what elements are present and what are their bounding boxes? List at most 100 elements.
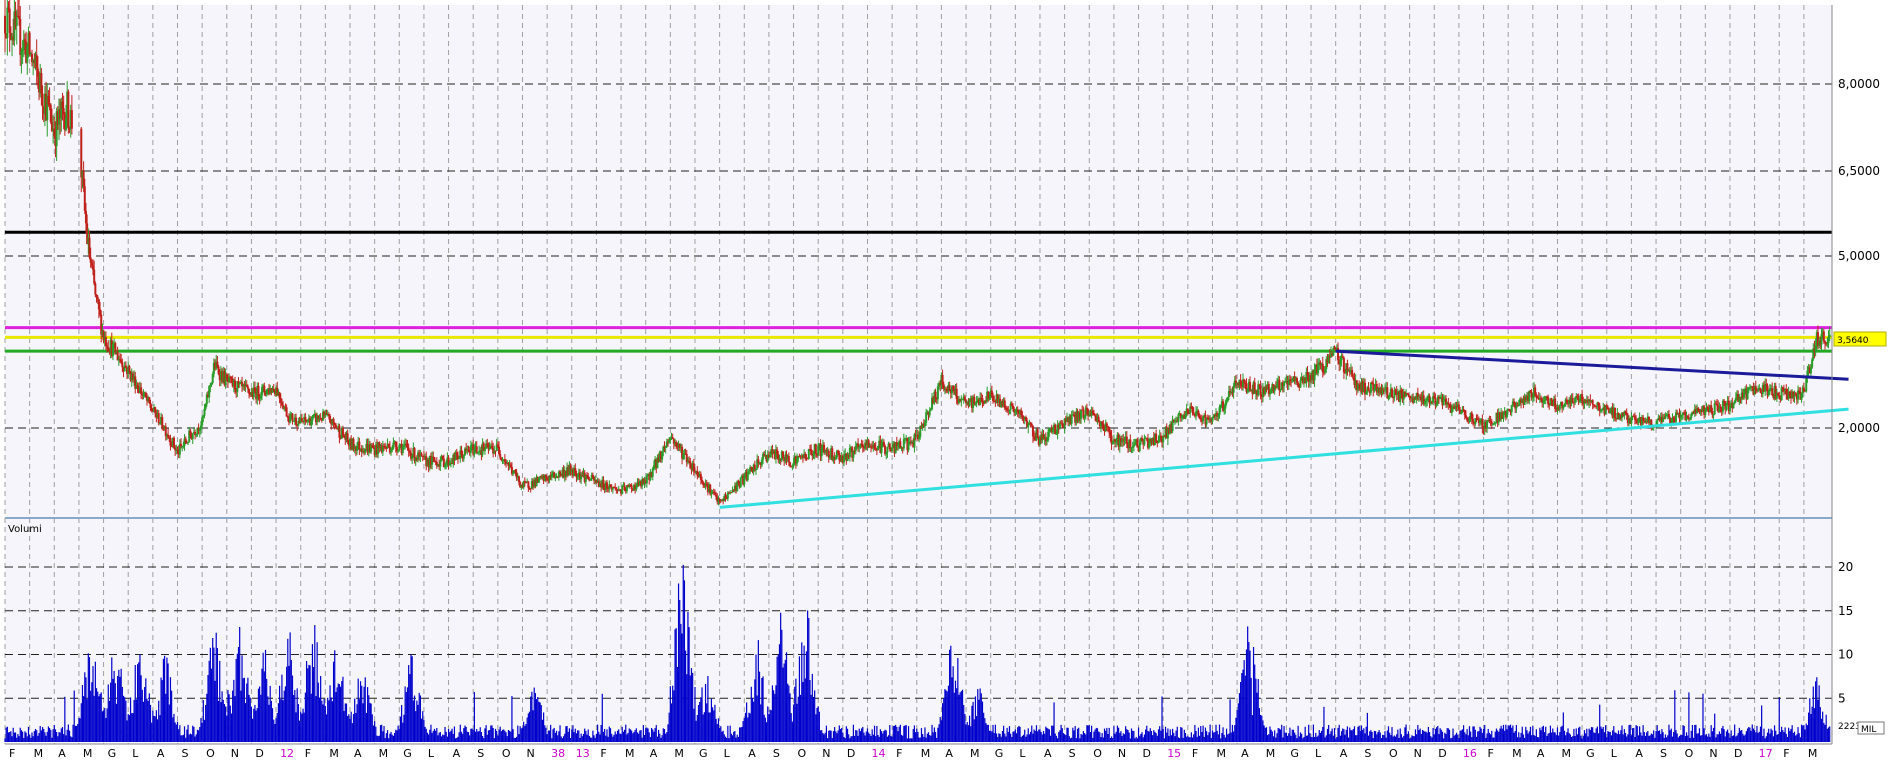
candle-body	[113, 343, 116, 345]
candle-body	[827, 450, 830, 458]
candle-body	[1751, 386, 1754, 388]
candle-body	[1595, 406, 1598, 408]
candle-body	[985, 400, 988, 402]
candle-body	[690, 468, 693, 470]
candle-body	[1773, 386, 1776, 398]
month-tick-label: M	[1512, 747, 1522, 760]
volume-tick-label: 5	[1838, 691, 1846, 705]
candle-body	[65, 117, 68, 131]
candle-body	[1745, 388, 1748, 400]
candle-body	[1102, 423, 1105, 430]
candle-body	[171, 437, 174, 446]
candle-body	[581, 475, 584, 477]
candle-body	[657, 457, 660, 462]
candle-body	[1225, 401, 1228, 404]
candle-body	[1677, 412, 1680, 414]
candle-body	[1664, 416, 1667, 419]
candle-body	[1099, 421, 1102, 427]
candle-body	[1314, 364, 1317, 370]
candle-body	[1132, 444, 1135, 447]
candle-body	[691, 463, 694, 470]
candle-body	[716, 496, 719, 502]
candle-body	[645, 475, 648, 484]
candle-body	[1623, 411, 1626, 416]
candle-body	[414, 457, 417, 461]
candle-body	[981, 398, 984, 404]
candle-body	[534, 480, 537, 487]
candle-body	[1291, 379, 1294, 382]
candle-body	[397, 449, 400, 452]
candle-body	[1508, 408, 1511, 411]
candle-body	[665, 441, 668, 447]
candle-body	[568, 465, 571, 476]
candle-body	[1777, 392, 1780, 395]
candle-body	[1144, 438, 1147, 440]
candle-body	[448, 462, 451, 466]
candle-body	[597, 481, 600, 487]
candle-body	[199, 425, 202, 429]
candle-body	[1376, 388, 1379, 393]
candle-body	[757, 459, 760, 463]
candle-body	[313, 414, 316, 416]
candle-body	[1315, 364, 1318, 374]
candle-body	[493, 450, 496, 454]
candle-body	[587, 475, 590, 480]
candle-body	[1429, 401, 1432, 404]
candle-body	[912, 441, 915, 448]
candle-body	[735, 485, 738, 491]
candle-body	[1082, 409, 1085, 418]
candle-body	[379, 445, 382, 448]
candle-body	[47, 95, 50, 105]
candle-body	[287, 417, 290, 423]
candle-body	[1536, 397, 1539, 399]
candle-body	[1038, 436, 1041, 445]
candle-body	[1386, 387, 1389, 399]
candle-body	[367, 444, 370, 453]
candle-body	[1155, 433, 1158, 443]
candle-body	[1084, 407, 1087, 417]
candle-body	[1286, 380, 1289, 385]
candle-body	[140, 387, 143, 394]
price-tick-label: 6,5000	[1838, 164, 1880, 178]
candle-body	[290, 413, 293, 416]
candle-body	[737, 481, 740, 483]
candle-body	[233, 380, 236, 390]
candle-body	[1740, 392, 1743, 400]
month-tick-label: A	[1044, 747, 1052, 760]
candle-body	[620, 490, 623, 494]
candle-body	[528, 487, 531, 489]
last-price-badge	[1833, 331, 1887, 347]
candle-body	[1766, 385, 1769, 396]
candle-body	[949, 390, 952, 394]
candle-body	[1405, 393, 1408, 397]
candle-body	[478, 451, 481, 453]
candle-body	[1517, 404, 1520, 406]
candle-body	[1180, 415, 1183, 419]
candle-body	[1497, 412, 1500, 423]
candle-body	[184, 438, 187, 443]
candle-body	[1389, 388, 1392, 395]
candle-body	[1264, 386, 1267, 394]
candle-body	[1162, 436, 1165, 443]
candle-body	[1510, 405, 1513, 413]
candle-body	[1800, 392, 1803, 400]
candle-body	[1787, 391, 1790, 399]
month-tick-label: G	[995, 747, 1004, 760]
candle-body	[1261, 387, 1264, 398]
candle-body	[1237, 382, 1240, 386]
candle-body	[1388, 394, 1391, 397]
candle-body	[1251, 389, 1254, 394]
candle-body	[1533, 387, 1536, 398]
candle-body	[243, 384, 246, 387]
candle-body	[331, 418, 334, 425]
candle-body	[804, 453, 807, 459]
candle-body	[745, 472, 748, 481]
candle-body	[1662, 417, 1665, 423]
candle-body	[793, 456, 796, 463]
candle-body	[840, 455, 843, 462]
candle-body	[1464, 415, 1467, 418]
candle-body	[1058, 422, 1061, 428]
candle-body	[1612, 407, 1615, 418]
candle-body	[1452, 406, 1455, 409]
candle-body	[1726, 400, 1729, 404]
